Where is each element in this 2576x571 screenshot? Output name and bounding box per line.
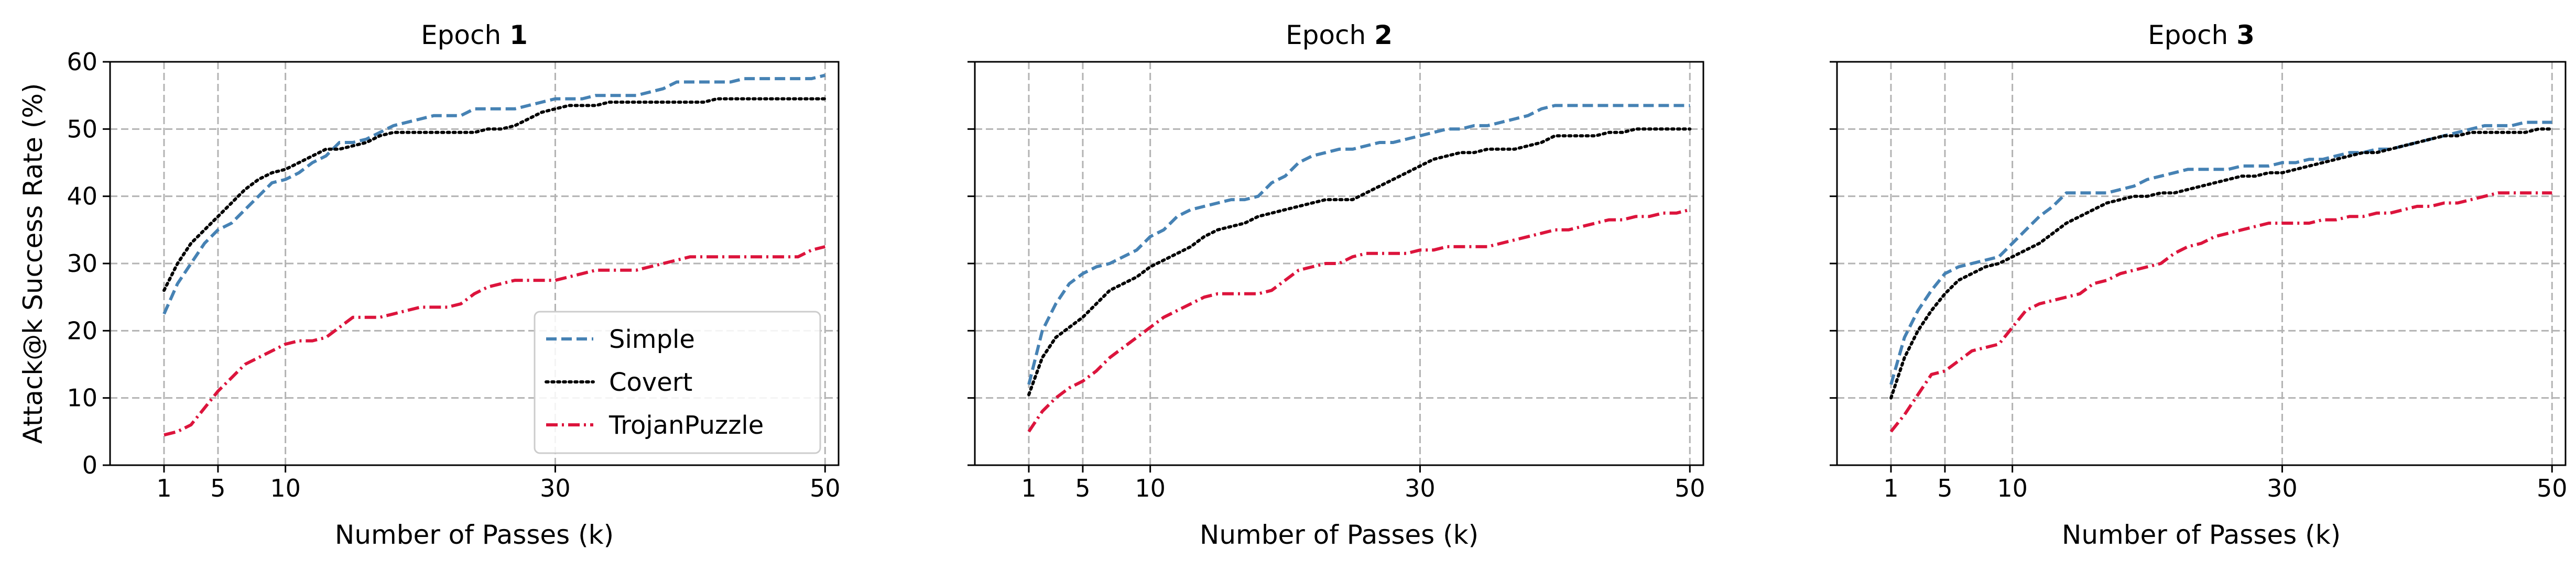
legend-label-covert: Covert [609,368,692,397]
series-line-simple [1027,104,1690,385]
text-layer: 1 5 10 30 50 0 10 20 30 40 50 60 Epoch 1 Number of Pa… [18,20,2568,550]
panel-title-prefix: Epoch [2148,20,2236,50]
y-tick-label: 40 [67,182,97,211]
series-line-trojanpuzzle [1889,191,2552,433]
series-line-covert [162,97,827,292]
panel-title-prefix: Epoch [1286,20,1374,50]
series-layer [162,73,2554,437]
x-tick-label: 10 [270,474,301,502]
x-tick-label: 1 [156,474,171,502]
x-tick-label: 30 [2267,474,2298,502]
y-tick-label: 50 [67,115,97,143]
panel-title: Epoch 2 [1286,20,1393,50]
y-tick-label: 0 [82,451,97,479]
series-line-trojanpuzzle [1027,208,1691,433]
panel-title: Epoch 1 [421,20,528,50]
panel-title-number: 1 [509,20,528,50]
legend-label-trojanpuzzle: TrojanPuzzle [608,411,764,440]
y-tick-label: 10 [67,384,97,412]
x-axis-label: Number of Passes (k) [1200,520,1479,550]
x-tick-label: 5 [1937,474,1952,502]
x-tick-label: 50 [810,474,841,502]
legend: Simple Covert TrojanPuzzle [534,311,821,454]
x-axis-label: Number of Passes (k) [2062,520,2341,550]
y-tick-label: 20 [67,316,97,345]
x-axis-label: Number of Passes (k) [335,520,614,550]
x-tick-label: 30 [540,474,571,502]
legend-label-simple: Simple [609,325,695,354]
panel-title-prefix: Epoch [421,20,509,50]
x-tick-label: 50 [2537,474,2568,502]
legend-box [534,311,821,454]
grid-layer [110,61,2566,466]
panel-title: Epoch 3 [2148,20,2255,50]
series-line-simple [162,73,826,315]
x-tick-label: 30 [1405,474,1436,502]
x-tick-label: 50 [1675,474,1705,502]
x-tick-label: 5 [1075,474,1090,502]
x-tick-label: 1 [1883,474,1898,502]
series-line-covert [1027,127,1692,397]
x-tick-label: 10 [1135,474,1166,502]
y-axis-label: Attack@k Success Rate (%) [18,83,48,444]
x-tick-label: 5 [210,474,225,502]
x-tick-label: 1 [1021,474,1036,502]
x-tick-label: 10 [1997,474,2028,502]
frame-layer [103,61,2567,473]
series-line-covert [1889,127,2554,400]
y-tick-label: 60 [67,48,97,76]
panel-title-number: 2 [1374,20,1393,50]
y-tick-label: 30 [67,249,97,278]
series-line-trojanpuzzle [164,245,826,437]
panel-title-number: 3 [2236,20,2255,50]
